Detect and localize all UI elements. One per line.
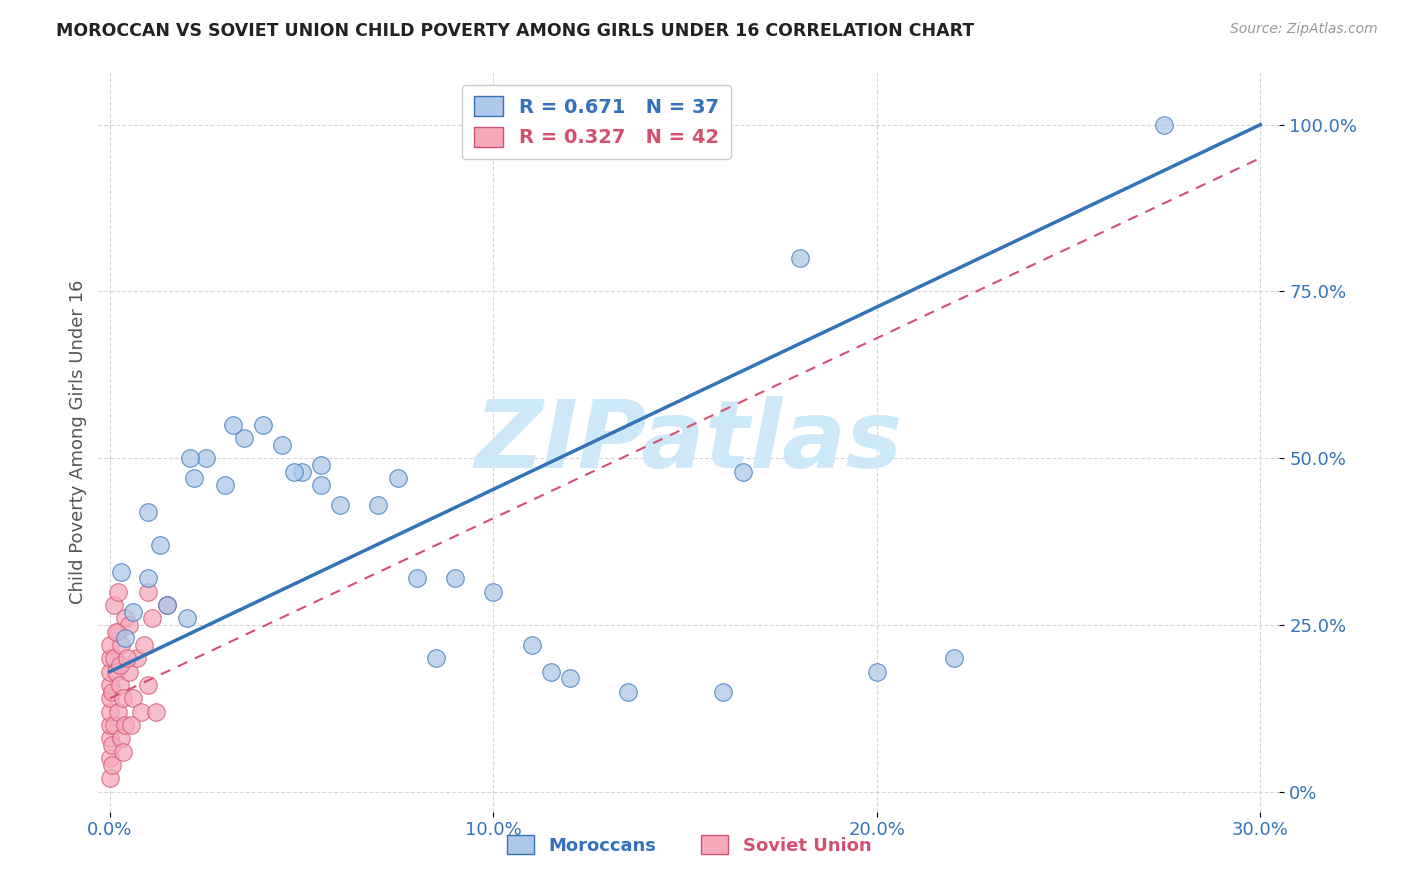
Point xyxy=(367,498,389,512)
Point xyxy=(110,731,132,746)
Point xyxy=(98,665,121,679)
Point xyxy=(789,251,811,265)
Point xyxy=(98,678,121,692)
Text: MOROCCAN VS SOVIET UNION CHILD POVERTY AMONG GIRLS UNDER 16 CORRELATION CHART: MOROCCAN VS SOVIET UNION CHILD POVERTY A… xyxy=(56,22,974,40)
Point xyxy=(616,684,638,698)
Point xyxy=(120,718,142,732)
Point xyxy=(252,417,274,432)
Point xyxy=(107,584,129,599)
Point xyxy=(136,505,159,519)
Point xyxy=(112,745,135,759)
Y-axis label: Child Poverty Among Girls Under 16: Child Poverty Among Girls Under 16 xyxy=(69,279,87,604)
Point xyxy=(112,691,135,706)
Point xyxy=(110,638,132,652)
Point xyxy=(520,638,543,652)
Point xyxy=(125,651,148,665)
Point xyxy=(731,465,754,479)
Point xyxy=(540,665,562,679)
Legend: Moroccans, Soviet Union: Moroccans, Soviet Union xyxy=(499,828,879,862)
Point xyxy=(98,772,121,786)
Text: ZIPatlas: ZIPatlas xyxy=(475,395,903,488)
Point xyxy=(136,678,159,692)
Point xyxy=(98,718,121,732)
Point xyxy=(103,651,125,665)
Point xyxy=(115,651,138,665)
Point xyxy=(558,671,581,685)
Point xyxy=(283,465,305,479)
Point xyxy=(118,665,141,679)
Point xyxy=(98,651,121,665)
Point xyxy=(98,731,121,746)
Point xyxy=(114,718,136,732)
Point xyxy=(101,684,124,698)
Point xyxy=(1153,118,1175,132)
Point xyxy=(444,571,467,585)
Point xyxy=(103,718,125,732)
Point xyxy=(942,651,965,665)
Point xyxy=(104,624,127,639)
Text: Source: ZipAtlas.com: Source: ZipAtlas.com xyxy=(1230,22,1378,37)
Point xyxy=(482,584,505,599)
Point xyxy=(405,571,427,585)
Point xyxy=(118,618,141,632)
Point xyxy=(145,705,167,719)
Point xyxy=(329,498,352,512)
Point xyxy=(108,678,131,692)
Point xyxy=(141,611,163,625)
Point xyxy=(866,665,889,679)
Point xyxy=(156,598,179,612)
Point xyxy=(271,438,294,452)
Point xyxy=(110,565,132,579)
Point xyxy=(291,465,314,479)
Point xyxy=(309,458,332,472)
Point xyxy=(107,705,129,719)
Point xyxy=(98,705,121,719)
Point xyxy=(114,611,136,625)
Point xyxy=(221,417,243,432)
Point xyxy=(103,598,125,612)
Point xyxy=(309,478,332,492)
Point xyxy=(179,451,201,466)
Point xyxy=(98,691,121,706)
Point xyxy=(122,691,145,706)
Point xyxy=(129,705,152,719)
Point xyxy=(176,611,198,625)
Point xyxy=(101,758,124,772)
Point xyxy=(107,624,129,639)
Point xyxy=(194,451,217,466)
Point xyxy=(98,751,121,765)
Point xyxy=(104,665,127,679)
Point xyxy=(136,571,159,585)
Point xyxy=(149,538,172,552)
Point xyxy=(114,632,136,646)
Point xyxy=(387,471,409,485)
Point xyxy=(136,584,159,599)
Point xyxy=(156,598,179,612)
Point xyxy=(108,657,131,672)
Point xyxy=(214,478,236,492)
Point xyxy=(98,638,121,652)
Point xyxy=(233,431,256,445)
Point xyxy=(183,471,205,485)
Point xyxy=(122,605,145,619)
Point xyxy=(425,651,447,665)
Point xyxy=(101,738,124,752)
Point xyxy=(713,684,735,698)
Point xyxy=(134,638,156,652)
